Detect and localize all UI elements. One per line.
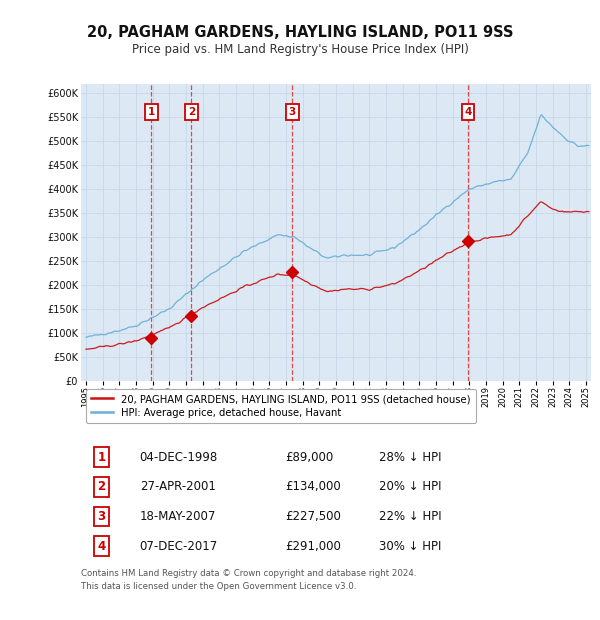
Text: 04-DEC-1998: 04-DEC-1998 [140,451,218,464]
Text: 07-DEC-2017: 07-DEC-2017 [140,540,218,552]
Text: £291,000: £291,000 [285,540,341,552]
Text: 1: 1 [97,451,106,464]
Text: 18-MAY-2007: 18-MAY-2007 [140,510,216,523]
Text: 30% ↓ HPI: 30% ↓ HPI [379,540,442,552]
Text: Contains HM Land Registry data © Crown copyright and database right 2024.
This d: Contains HM Land Registry data © Crown c… [81,569,416,591]
Text: 2: 2 [97,480,106,494]
Text: 22% ↓ HPI: 22% ↓ HPI [379,510,442,523]
Text: 20% ↓ HPI: 20% ↓ HPI [379,480,442,494]
Text: 3: 3 [289,107,296,117]
Text: 2: 2 [188,107,195,117]
Legend: 20, PAGHAM GARDENS, HAYLING ISLAND, PO11 9SS (detached house), HPI: Average pric: 20, PAGHAM GARDENS, HAYLING ISLAND, PO11… [86,389,476,423]
Text: £89,000: £89,000 [285,451,333,464]
Text: 27-APR-2001: 27-APR-2001 [140,480,215,494]
Text: 20, PAGHAM GARDENS, HAYLING ISLAND, PO11 9SS: 20, PAGHAM GARDENS, HAYLING ISLAND, PO11… [87,25,513,40]
Text: Price paid vs. HM Land Registry's House Price Index (HPI): Price paid vs. HM Land Registry's House … [131,43,469,56]
Text: 4: 4 [97,540,106,552]
Text: £227,500: £227,500 [285,510,341,523]
Text: 4: 4 [464,107,472,117]
Text: 1: 1 [148,107,155,117]
Text: 28% ↓ HPI: 28% ↓ HPI [379,451,442,464]
Text: 3: 3 [97,510,106,523]
Text: £134,000: £134,000 [285,480,341,494]
